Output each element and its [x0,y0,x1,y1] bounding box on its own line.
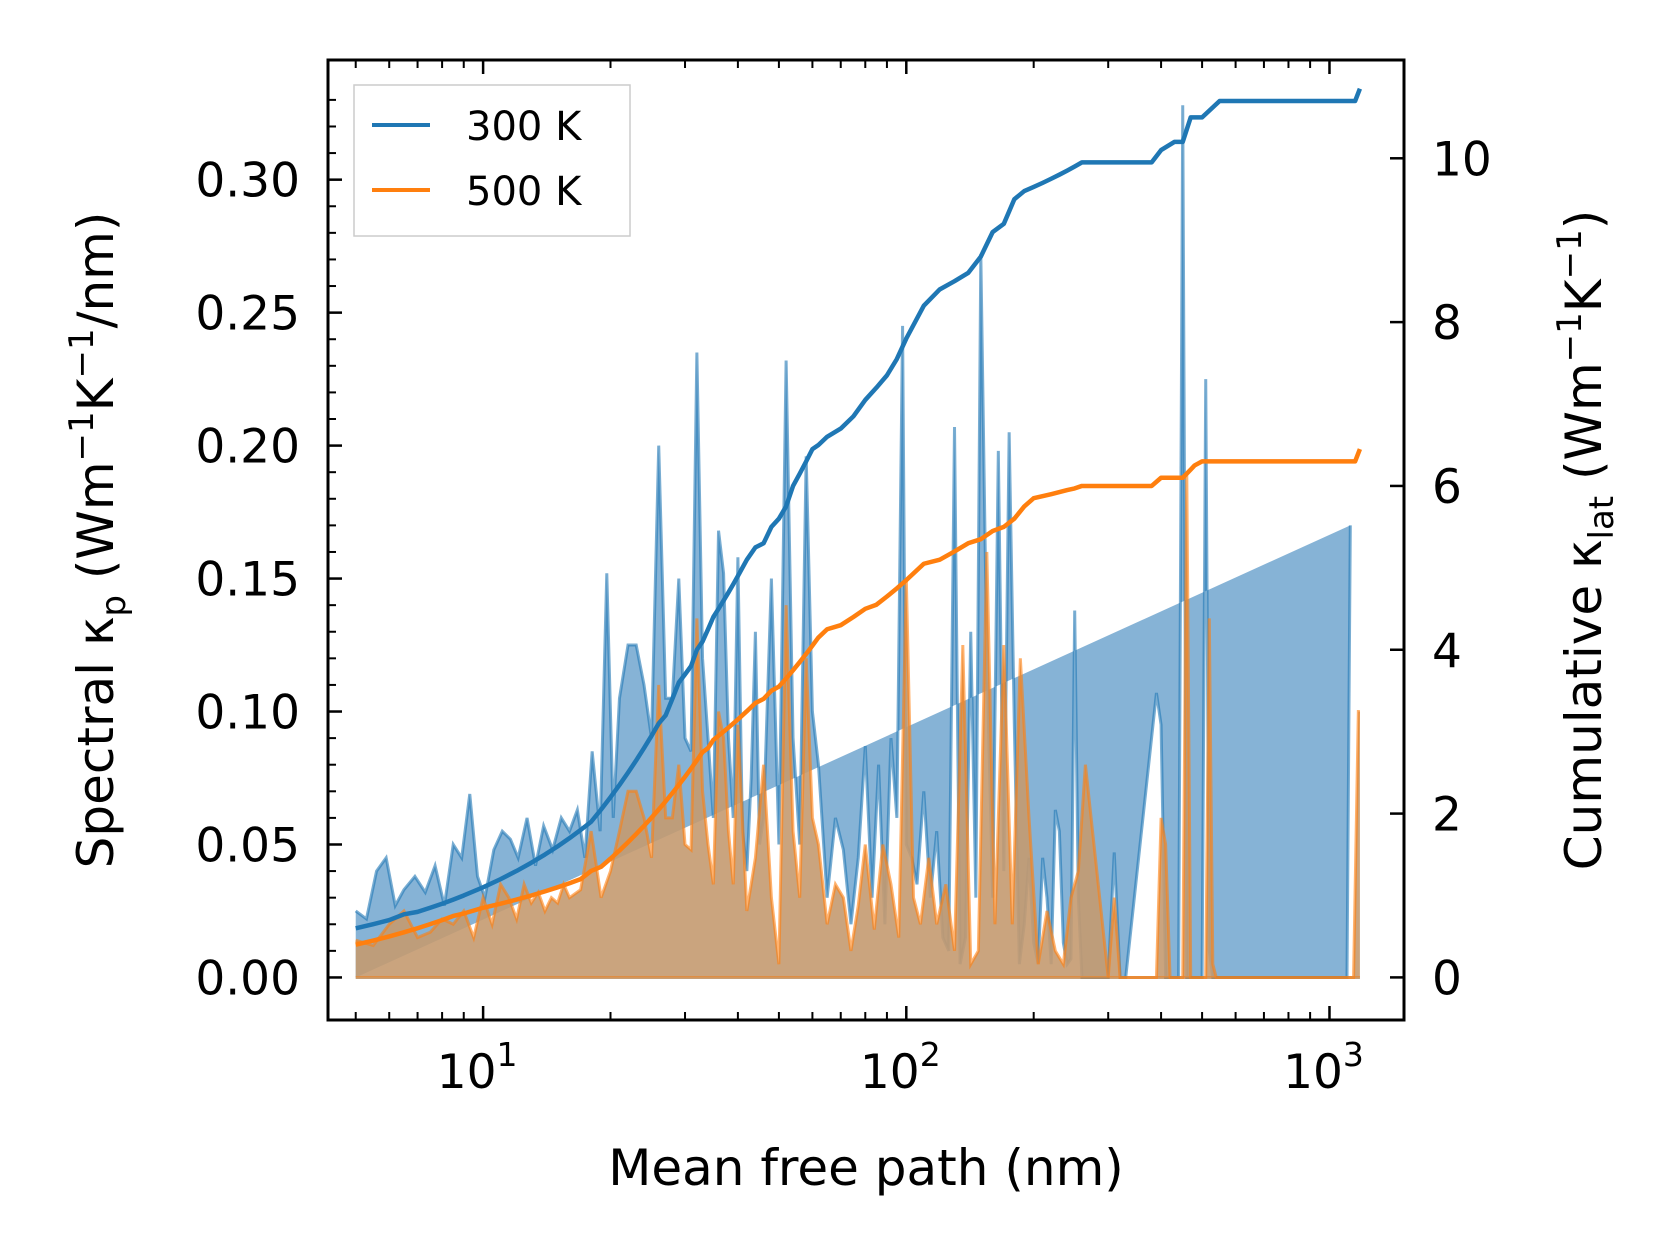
tick-layer: 101 102 1030.000.050.100.150.200.250.30024… [195,60,1492,1100]
y2-tick-label: 2 [1432,788,1462,843]
spectral-area-500k [355,472,1360,978]
legend-box [353,84,631,237]
x-tick-exp: 2 [920,1035,941,1074]
y-tick-label: 0.05 [195,818,300,873]
y-label-pre: Spectral κ [67,617,125,869]
y2-label-mid: (Wm [1555,362,1613,496]
cumulative-line-300k [355,87,1362,931]
y2-tick-label: 6 [1432,460,1462,515]
x-tick-base: 10 [860,1045,920,1100]
y-label-sub: p [94,595,134,617]
y-axis-label: Spectral κp (Wm−1K−1/nm) [62,212,134,869]
y-tick-label: 0.00 [195,951,300,1006]
y2-tick-label: 8 [1432,296,1462,351]
legend: 300 K 500 K [353,84,631,237]
spectral-area-300k [355,105,1351,978]
x-tick-base: 10 [1283,1045,1343,1100]
y2-tick-label: 10 [1432,132,1492,187]
y2-tick-label: 0 [1432,951,1462,1006]
y2-label-pre: Cumulative κ [1555,539,1613,870]
y2-label-sup1: −1 [1550,312,1590,362]
y-tick-label: 0.30 [195,154,300,209]
y2-label-sub: lat [1582,496,1622,540]
x-tick-label: 102 [860,1035,941,1100]
y2-tick-label: 4 [1432,624,1462,679]
x-tick-exp: 1 [497,1035,518,1074]
cumulative-line-500k [355,448,1362,947]
y-label-sup2: −1 [62,328,102,378]
y2-axis-label: Cumulative κlat (Wm−1K−1) [1550,210,1622,870]
x-tick-base: 10 [437,1045,497,1100]
y-label-k: K [67,377,125,411]
y-tick-label: 0.15 [195,553,300,608]
y2-label-k: K [1555,278,1613,312]
y-label-mid: (Wm [67,461,125,595]
spectral-line-500k [355,472,1360,979]
spectral-area-layer [354,105,1360,979]
legend-label-300k: 300 K [466,104,583,150]
y-tick-label: 0.25 [195,287,300,342]
y-label-post: /nm) [67,212,125,329]
x-tick-label: 103 [1283,1035,1364,1100]
y-label-sup1: −1 [62,411,102,461]
y2-label-post: ) [1555,210,1613,230]
x-tick-exp: 3 [1343,1035,1364,1074]
x-tick-label: 101 [437,1035,518,1100]
y-tick-label: 0.20 [195,420,300,475]
legend-label-500k: 500 K [466,169,583,215]
cumulative-line-layer [355,87,1362,947]
y2-label-sup2: −1 [1550,229,1590,279]
x-axis-label: Mean free path (nm) [608,1139,1124,1197]
y-tick-label: 0.10 [195,686,300,741]
